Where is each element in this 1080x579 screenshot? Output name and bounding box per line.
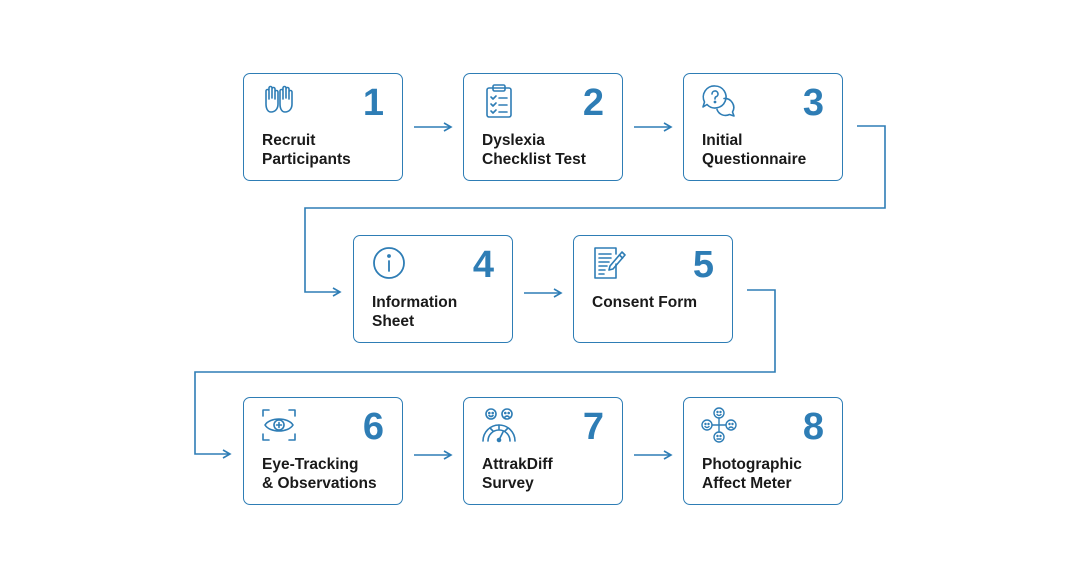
step-label: Photographic Affect Meter (702, 456, 802, 492)
connector-3-to-4 (304, 125, 886, 297)
step-number: 1 (362, 82, 384, 124)
step-number: 6 (362, 406, 384, 448)
step-label: Dyslexia Checklist Test (482, 132, 586, 168)
step-label: Consent Form (592, 294, 698, 311)
step-number: 2 (582, 82, 604, 124)
step-card-6: 6 Eye-Tracking & Observations (243, 397, 403, 505)
step-number: 3 (802, 82, 824, 124)
step-card-4: 4 Information Sheet (353, 235, 513, 343)
raised-hands-icon (260, 82, 298, 120)
step-card-7: 7 AttrakDiff Survey (463, 397, 623, 505)
step-card-1: 1 Recruit Participants (243, 73, 403, 181)
step-number: 7 (582, 406, 604, 448)
eye-scan-icon (260, 406, 298, 444)
connector-5-to-6 (194, 289, 776, 459)
step-label: Recruit Participants (262, 132, 351, 168)
question-speech-bubbles-icon (700, 82, 738, 120)
step-number: 4 (472, 244, 494, 286)
step-label: Initial Questionnaire (702, 132, 807, 168)
step-label: Information Sheet (372, 294, 458, 330)
step-card-5: 5 Consent Form (573, 235, 733, 343)
document-pen-icon (590, 244, 628, 282)
step-card-8: 8 Photographic Affect Meter (683, 397, 843, 505)
step-number: 5 (692, 244, 714, 286)
step-label: AttrakDiff Survey (482, 456, 553, 492)
step-label: Eye-Tracking & Observations (262, 456, 377, 492)
step-card-3: 3 Initial Questionnaire (683, 73, 843, 181)
faces-grid-icon (700, 406, 738, 444)
step-card-2: 2 Dyslexia Checklist Test (463, 73, 623, 181)
clipboard-checklist-icon (480, 82, 518, 120)
emotion-gauge-icon (480, 406, 518, 444)
step-number: 8 (802, 406, 824, 448)
info-circle-icon (370, 244, 408, 282)
